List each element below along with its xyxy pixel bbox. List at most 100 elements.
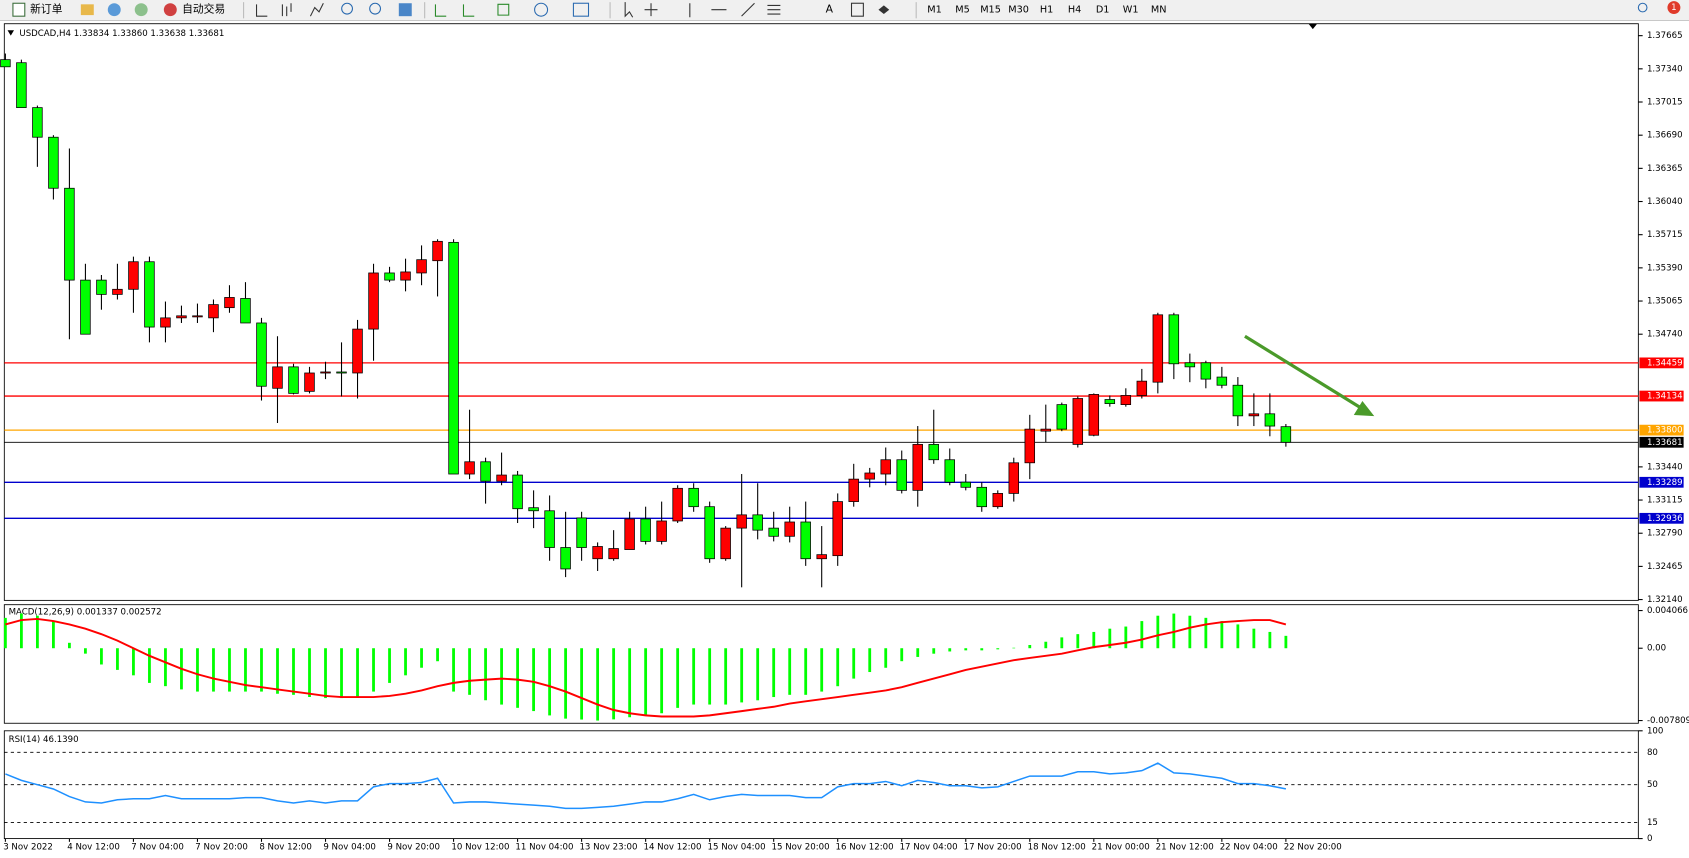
icon-new-order[interactable] [12,2,26,17]
macd-bar [324,648,327,699]
y-tick-label: 1.37015 [1647,98,1683,108]
candle-body [848,478,859,502]
tile[interactable] [398,3,412,17]
auto-trading-button[interactable]: 自动交易 [182,3,225,16]
timeframes: M1 M5 M15 M30 H1 H4 D1 W1 MN [927,5,1166,16]
icon-auto-trading[interactable] [163,3,177,17]
y-tick-label: 1.37665 [1647,31,1683,41]
toolbar: 新订单 自动交易 A M1 M5 M15 M30 H1 H4 D1 W1 MN 1 [0,0,1689,22]
macd-bar [292,648,295,695]
x-tick-label: 18 Nov 12:00 [1028,843,1086,853]
candle-body [896,459,907,491]
x-tick-label: 7 Nov 04:00 [131,843,184,853]
level-label: 50 [1647,780,1658,790]
timeframe-button[interactable]: M5 [955,5,970,16]
trend-arrow [1244,334,1362,409]
timeframe-button[interactable]: M1 [927,5,942,16]
timeframe-button[interactable]: M15 [980,5,1001,16]
icon[interactable] [80,4,94,16]
x-tick-label: 13 Nov 23:00 [579,843,637,853]
y-tick-label: -0.007809 [1647,716,1689,726]
macd-bar [932,648,936,654]
candle-body [1120,395,1132,406]
candle-body [384,272,395,281]
macd-bar [564,648,568,719]
macd-bar [596,648,600,721]
x-tick-label: 10 Nov 12:00 [451,843,509,853]
candle-body [1008,462,1020,494]
macd-bar [260,648,263,692]
search[interactable] [1637,2,1648,13]
signal-line [5,617,1287,718]
line-label-bg [1639,390,1684,402]
candle-body [400,271,411,281]
icon[interactable] [134,3,148,17]
macd-bar [900,648,904,662]
candle-body [992,493,1003,508]
candle-body [1152,314,1164,383]
candle-body [32,107,43,138]
timeframe-button[interactable]: MN [1151,5,1167,16]
timeframe-button[interactable]: H1 [1040,5,1053,16]
macd-bar [212,648,215,692]
timeframe-button[interactable]: W1 [1123,5,1139,16]
candle-body [176,315,187,319]
candle-body [112,288,123,295]
candle-body [1280,426,1292,443]
macd-bar [372,648,375,692]
candle-body [1200,362,1212,380]
timeframe-button[interactable]: M30 [1008,5,1029,16]
candle-body [560,547,571,570]
macd-bar [580,648,584,720]
text-tool[interactable]: A [826,3,834,16]
macd-bar [980,648,984,651]
candle-body [1024,428,1036,464]
candle-body [528,507,539,512]
candle-body [512,474,523,510]
timeframe-button[interactable]: H4 [1068,5,1081,16]
macd-bar [308,648,311,697]
zoom-in[interactable] [341,2,353,15]
macd-bar [100,648,103,665]
icon[interactable] [107,3,121,17]
candle-body [672,487,683,522]
rsi-line [5,762,1287,810]
macd-bar [1172,613,1176,649]
macd-bar [916,648,920,657]
macd-bar [676,648,680,708]
candle-body [800,521,811,560]
macd-bar [356,648,359,697]
tool-icons[interactable] [434,3,510,17]
line-label-bg [1639,512,1684,524]
candle-body [928,444,939,461]
notification-badge[interactable] [1667,1,1681,15]
candle-body [1040,428,1052,432]
x-tick-label: 9 Nov 04:00 [323,843,376,853]
x-tick-label: 22 Nov 04:00 [1220,843,1278,853]
macd-bar [52,621,55,649]
macd-bar [548,648,551,716]
new-order-button[interactable]: 新订单 [30,3,63,16]
drawing-tools[interactable] [624,2,781,18]
macd-bar [660,648,664,714]
timeframe-button[interactable]: D1 [1096,5,1110,16]
candle-body [80,279,91,335]
label-tool[interactable] [850,2,864,17]
chart-type-icons[interactable] [255,3,324,17]
line-label: 1.33289 [1647,478,1683,488]
macd-bar [1220,621,1224,649]
macd-bar [532,648,535,712]
templates[interactable] [572,2,590,17]
candle-body [1248,413,1260,417]
zoom-out[interactable] [369,2,382,15]
level-label: 15 [1647,818,1658,828]
macd-bar [1108,628,1112,649]
y-tick-label: 1.35715 [1647,230,1683,240]
periods[interactable] [534,2,549,17]
line-label: 1.33800 [1647,426,1683,436]
x-tick-label: 22 Nov 20:00 [1284,843,1342,853]
macd-bar [244,648,247,692]
candle-body [16,62,27,108]
macd-bar [228,648,231,692]
